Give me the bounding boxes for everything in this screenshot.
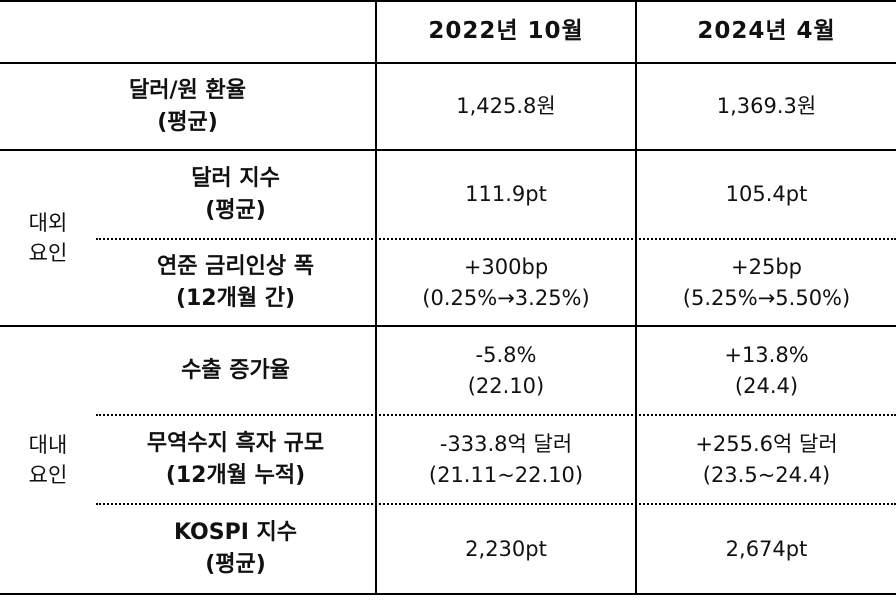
cell-value: 2,674pt [637,505,896,593]
row-label-line: 달러 지수 [191,165,280,191]
value-line: +25bp [731,255,802,280]
row-divider [0,149,896,151]
cell-value: +13.8% (24.4) [637,327,896,414]
value-line: (23.5~24.4) [702,462,831,487]
row-divider-dashed [96,414,896,416]
header-text: 2024년 4월 [697,18,836,45]
value-line: +255.6억 달러 [695,432,838,457]
row-label-line: 연준 금리인상 폭 [157,253,314,279]
value-line: 1,425.8원 [456,94,556,119]
row-label-export-growth: 수출 증가율 [96,327,375,414]
row-label-kospi: KOSPI 지수 (평균) [96,505,375,593]
value-line: (5.25%→5.50%) [682,285,851,310]
cell-value: 111.9pt [377,151,635,238]
group-label-line: 요인 [28,463,68,487]
row-label-line: 무역수지 흑자 규모 [146,430,325,456]
group-label-line: 대내 [28,432,68,457]
value-line: (0.25%→3.25%) [422,285,590,310]
value-line: 1,369.3원 [716,94,817,119]
column-header-2024-04: 2024년 4월 [637,2,896,62]
cell-value: 1,425.8원 [377,64,635,149]
row-divider-dashed [96,503,896,505]
column-divider [375,0,377,595]
row-label-line: (평균) [205,197,266,223]
row-label-fed-rate-hike: 연준 금리인상 폭 (12개월 간) [96,240,375,325]
value-line: +300bp [463,255,549,280]
table-top-border [0,0,896,2]
value-line: 2,674pt [725,536,808,561]
row-label-line: (12개월 누적) [165,462,306,488]
row-label-line: (12개월 간) [175,285,296,311]
cell-value: 105.4pt [637,151,896,238]
value-line: -5.8% [475,343,537,368]
column-header-2022-10: 2022년 10월 [377,2,635,62]
table-bottom-border [0,593,896,595]
cell-value: 2,230pt [377,505,635,593]
row-label-exchange-rate: 달러/원 환율 (평균) [40,64,335,149]
group-label-line: 대외 [28,210,68,235]
row-label-line: KOSPI 지수 [173,520,298,546]
row-label-trade-surplus: 무역수지 흑자 규모 (12개월 누적) [96,416,375,503]
row-label-line: 달러/원 환율 [129,77,246,103]
value-line: 105.4pt [725,182,808,207]
row-label-line: (평균) [205,552,266,577]
group-label-internal: 대내 요인 [0,327,96,593]
row-label-dollar-index: 달러 지수 (평균) [96,151,375,238]
cell-value: 1,369.3원 [637,64,896,149]
header-text: 2022년 10월 [428,18,584,45]
cell-value: +25bp (5.25%→5.50%) [637,240,896,325]
column-divider [635,0,637,595]
group-label-line: 요인 [28,241,68,265]
value-line: +13.8% [724,343,809,368]
cell-value: -5.8% (22.10) [377,327,635,414]
row-label-line: 수출 증가율 [181,357,290,383]
value-line: -333.8억 달러 [439,432,573,457]
header-divider [0,62,896,64]
row-divider-dashed [96,238,896,240]
cell-value: +255.6억 달러 (23.5~24.4) [637,416,896,503]
value-line: 111.9pt [465,182,547,207]
value-line: (24.4) [734,373,799,398]
group-label-external: 대외 요인 [0,151,96,325]
cell-value: +300bp (0.25%→3.25%) [377,240,635,325]
value-line: (22.10) [467,373,545,398]
cell-value: -333.8억 달러 (21.11~22.10) [377,416,635,503]
value-line: (21.11~22.10) [428,462,584,487]
group-divider [0,325,896,327]
value-line: 2,230pt [465,536,547,561]
row-label-line: (평균) [157,109,218,135]
